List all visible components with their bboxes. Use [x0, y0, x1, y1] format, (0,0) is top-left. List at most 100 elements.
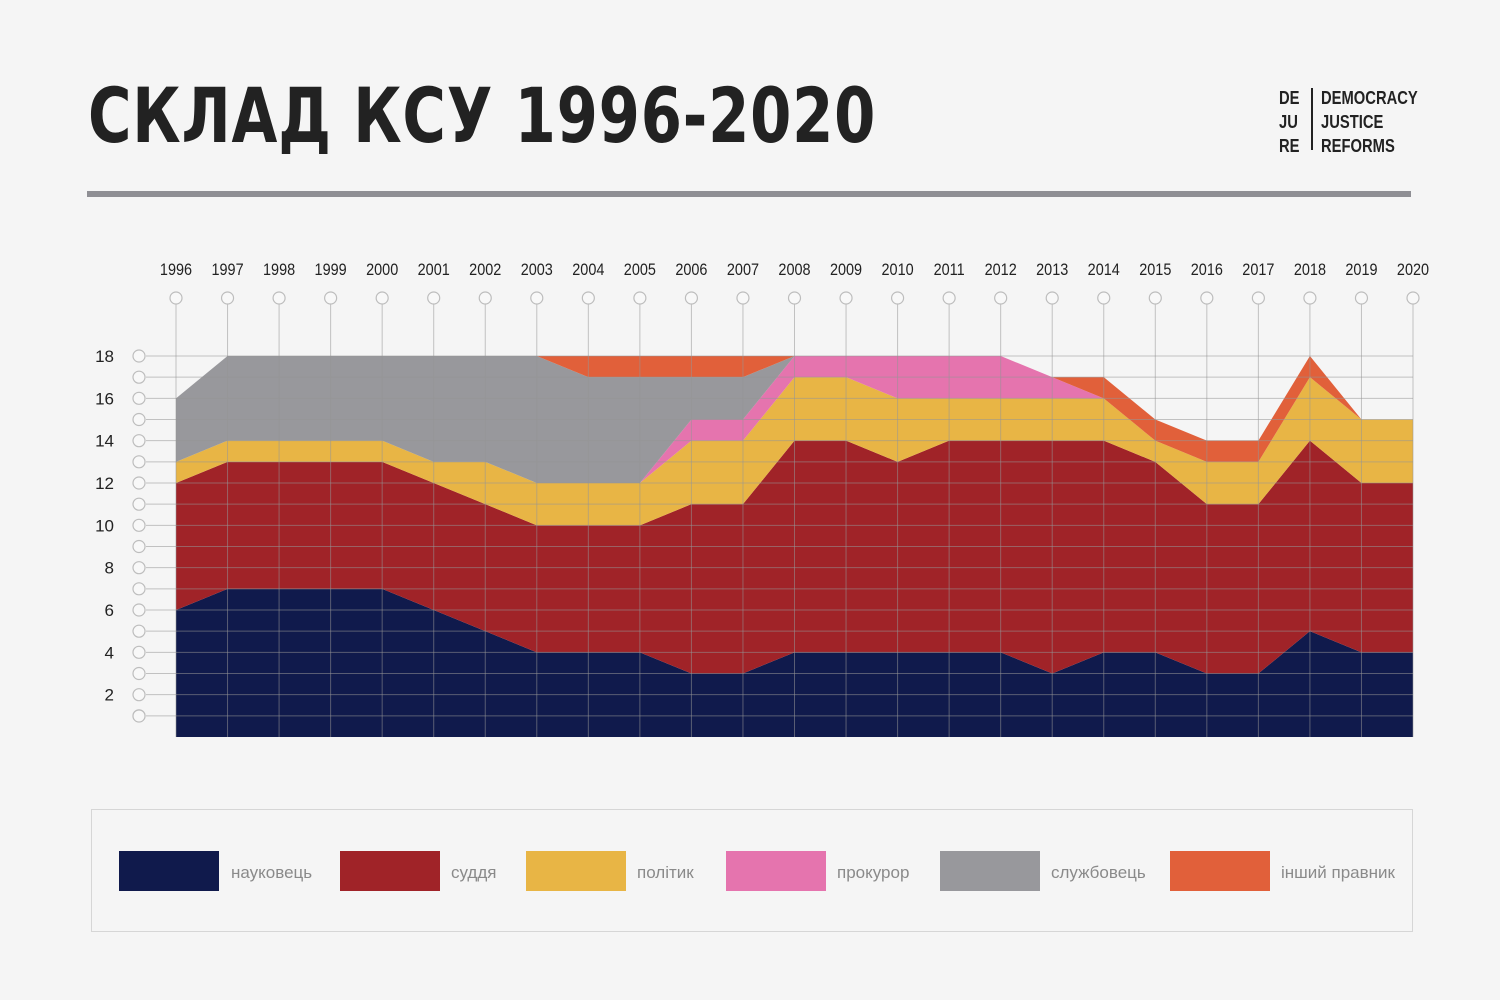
x-axis-marker [427, 291, 441, 305]
y-axis-marker [132, 497, 146, 511]
legend-label: інший правник [1281, 863, 1395, 882]
x-tick-label: 2019 [1345, 261, 1377, 279]
x-tick-label: 2014 [1088, 261, 1120, 279]
y-tick-label: 12 [95, 474, 114, 493]
x-tick-label: 2007 [727, 261, 759, 279]
legend-label: прокурор [837, 863, 910, 882]
logo-text: JUSTICE [1321, 112, 1384, 132]
legend-swatch [726, 851, 826, 891]
legend-swatch [940, 851, 1040, 891]
x-tick-label: 2012 [985, 261, 1017, 279]
x-tick-label: 2020 [1397, 261, 1429, 279]
x-axis-marker [839, 291, 853, 305]
x-tick-label: 1999 [315, 261, 347, 279]
x-axis-marker [1148, 291, 1162, 305]
x-axis-marker [1303, 291, 1317, 305]
y-tick-label: 8 [105, 559, 114, 578]
x-axis-marker [633, 291, 647, 305]
x-axis-marker [1354, 291, 1369, 305]
y-tick-label: 4 [105, 643, 114, 662]
y-tick-label: 10 [95, 516, 114, 535]
logo-text: RE [1279, 136, 1300, 156]
y-axis-marker [132, 349, 146, 363]
legend-label: науковець [231, 863, 313, 882]
x-tick-label: 2011 [934, 261, 965, 279]
y-axis-marker [132, 582, 146, 596]
dejure-logo: DE JU RE DEMOCRACY JUSTICE REFORMS [1279, 86, 1439, 158]
x-tick-label: 2001 [418, 261, 450, 279]
x-tick-label: 2002 [469, 261, 501, 279]
x-tick-label: 2008 [778, 261, 810, 279]
x-tick-label: 1998 [263, 261, 295, 279]
x-tick-label: 2018 [1294, 261, 1326, 279]
y-tick-label: 16 [95, 389, 114, 408]
legend-label: службовець [1051, 863, 1146, 882]
x-tick-label: 2015 [1139, 261, 1171, 279]
legend-swatch [1170, 851, 1270, 891]
x-axis-marker [1045, 291, 1059, 305]
x-tick-label: 2010 [882, 261, 914, 279]
y-axis-marker [132, 455, 146, 469]
x-axis-marker [994, 291, 1008, 305]
y-tick-label: 18 [95, 347, 114, 366]
x-axis-marker [736, 291, 750, 305]
y-axis-marker [132, 434, 146, 448]
x-tick-label: 2005 [624, 261, 656, 279]
x-axis-marker [1200, 291, 1214, 305]
x-tick-label: 2013 [1036, 261, 1068, 279]
page-title: СКЛАД КСУ 1996-2020 [88, 71, 877, 160]
y-axis-marker [132, 391, 146, 405]
title-divider [87, 191, 1411, 197]
y-axis-marker [132, 709, 146, 723]
y-axis-marker [132, 645, 146, 659]
y-axis-marker [132, 688, 146, 702]
x-axis-marker [890, 291, 905, 305]
x-axis-marker [272, 291, 286, 305]
logo-text: DEMOCRACY [1321, 88, 1418, 108]
logo-text: JU [1279, 112, 1298, 132]
x-axis-marker [787, 291, 802, 305]
logo-text: REFORMS [1321, 136, 1395, 156]
x-tick-label: 2016 [1191, 261, 1223, 279]
x-axis-marker [1097, 291, 1111, 305]
y-axis-marker [132, 624, 146, 638]
x-tick-label: 2006 [675, 261, 707, 279]
x-tick-label: 2017 [1242, 261, 1274, 279]
x-axis-marker [1406, 291, 1420, 305]
legend-swatch [119, 851, 219, 891]
y-axis-marker [132, 370, 146, 384]
x-axis-marker [530, 291, 544, 305]
logo-text: DE [1279, 88, 1300, 108]
y-axis-marker [132, 666, 146, 681]
y-axis-marker [132, 561, 146, 575]
x-axis-marker [684, 291, 699, 305]
x-tick-label: 1997 [211, 261, 243, 279]
y-axis-marker [132, 412, 146, 427]
x-axis-marker [375, 291, 389, 305]
legend-swatch [526, 851, 626, 891]
x-tick-label: 2000 [366, 261, 398, 279]
x-axis-marker [1251, 291, 1265, 305]
x-axis-marker [942, 291, 956, 305]
y-axis-marker [132, 603, 146, 617]
y-tick-label: 6 [105, 601, 114, 620]
x-axis-marker [478, 291, 492, 305]
x-axis-marker [220, 291, 235, 305]
y-axis-marker [132, 518, 146, 532]
x-axis-marker [169, 291, 183, 305]
legend-label: політик [637, 863, 694, 882]
x-tick-label: 2009 [830, 261, 862, 279]
stacked-area-chart: 2 4 6 8 10 12 14 16 18 1996 1997 1998 1999 2000 2001 20… [95, 261, 1429, 737]
x-tick-label: 2003 [521, 261, 553, 279]
x-axis-marker [581, 291, 595, 305]
logo-divider [1311, 88, 1313, 150]
x-tick-label: 2004 [572, 261, 604, 279]
legend-label: суддя [451, 863, 497, 882]
chart-legend: науковець суддя політик прокурор службов… [91, 809, 1413, 932]
y-axis-marker [132, 539, 146, 554]
x-axis-marker [324, 291, 338, 305]
y-axis-marker [132, 476, 146, 490]
y-tick-label: 14 [95, 432, 114, 451]
legend-swatch [340, 851, 440, 891]
x-tick-label: 1996 [160, 261, 192, 279]
